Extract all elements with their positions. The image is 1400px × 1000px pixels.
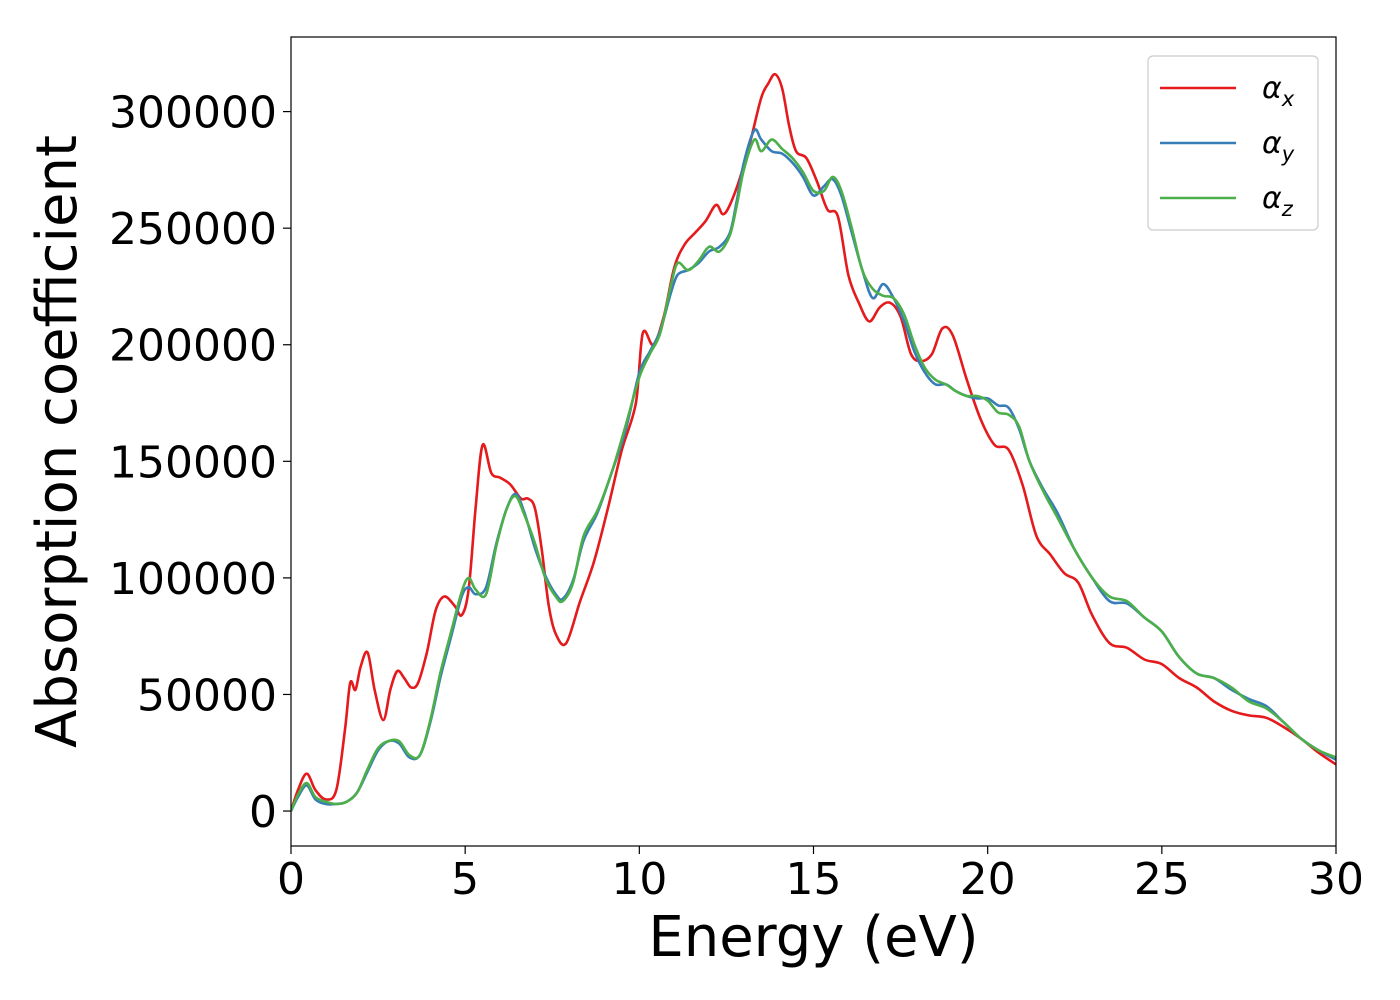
series-layer <box>291 72 1336 812</box>
legend-label-alpha-y: αy <box>1262 126 1295 166</box>
y-tick-label: 50000 <box>137 670 277 721</box>
x-tick-label: 25 <box>1134 854 1190 905</box>
x-tick-label: 5 <box>451 854 479 905</box>
y-tick-label: 300000 <box>109 88 277 139</box>
x-tick-label: 20 <box>960 854 1016 905</box>
series-line-alpha-x <box>291 72 1336 812</box>
y-tick-label: 0 <box>249 787 277 838</box>
x-axis: 0 5 10 15 20 25 30 <box>277 846 1364 905</box>
legend-label-alpha-z: αz <box>1262 181 1294 221</box>
y-axis: 0 50000 100000 150000 200000 250000 300000 <box>109 88 291 838</box>
y-tick-label: 100000 <box>109 554 277 605</box>
legend: αx αy αz <box>1147 55 1319 231</box>
y-tick-label: 150000 <box>109 437 277 488</box>
legend-label-alpha-x: αx <box>1262 71 1295 111</box>
y-tick-label: 250000 <box>109 204 277 255</box>
y-tick-label: 200000 <box>109 321 277 372</box>
x-axis-label: Energy (eV) <box>648 905 978 970</box>
series-line-alpha-z <box>291 137 1336 812</box>
x-tick-label: 0 <box>277 854 305 905</box>
x-tick-label: 15 <box>786 854 842 905</box>
x-tick-label: 30 <box>1308 854 1364 905</box>
x-tick-label: 10 <box>611 854 667 905</box>
series-line-alpha-y <box>291 128 1336 812</box>
y-axis-label: Absorption coefficient <box>25 135 90 748</box>
